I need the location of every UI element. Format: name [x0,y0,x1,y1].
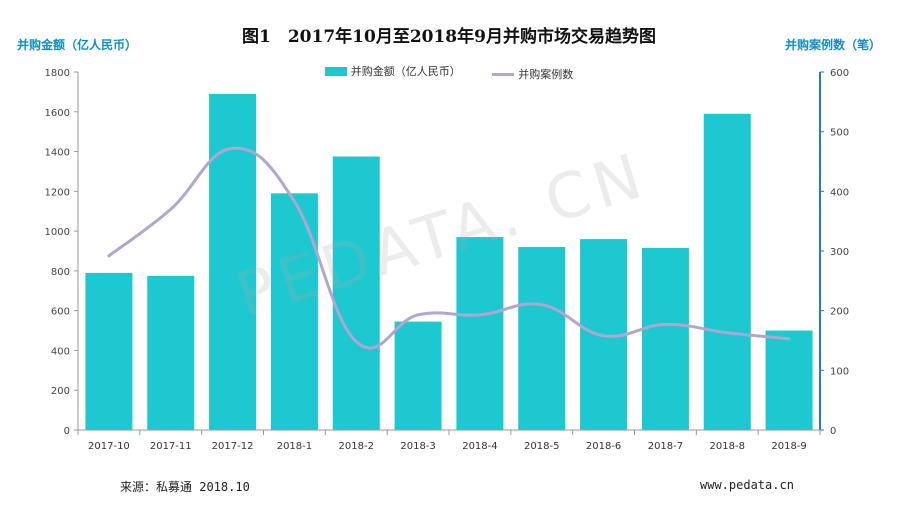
bar-2018-2 [332,156,380,430]
x-tick-label-10: 2018-8 [710,441,745,452]
left-axis-title: 并购金额（亿人民币） [17,38,138,52]
legend-item-line: 并购案例数 [492,66,573,82]
left-tick-label-8: 1600 [45,108,70,119]
x-tick-label-6: 2018-4 [462,441,497,452]
right-tick-label-4: 400 [830,187,849,198]
x-tick-label-4: 2018-2 [339,441,374,452]
left-tick-label-9: 1800 [45,68,70,79]
bar-2018-3 [394,321,442,430]
left-tick-label-5: 1000 [45,227,70,238]
right-tick-label-6: 600 [830,68,849,79]
bar-2018-9 [765,330,813,430]
x-tick-label-5: 2018-3 [400,441,435,452]
bar-2017-10 [85,272,133,430]
right-tick-label-5: 500 [830,128,849,139]
left-tick-label-2: 400 [51,346,70,357]
legend-bar-swatch [324,66,347,76]
left-tick-label-0: 0 [64,426,70,437]
legend-item-bar: 并购金额（亿人民币） [324,63,461,79]
legend-line-label: 并购案例数 [518,68,574,81]
chart-title: 图1 2017年10月至2018年9月并购市场交易趋势图 [242,27,656,47]
left-tick-label-7: 1400 [45,148,70,159]
x-tick-label-3: 2018-1 [277,441,312,452]
x-tick-label-7: 2018-5 [524,441,559,452]
source-note: 来源：私募通 2018.10 [120,480,250,494]
left-tick-label-3: 600 [51,307,70,318]
bar-2018-4 [456,237,504,430]
bar-2017-11 [147,275,195,430]
legend: 并购金额（亿人民币） 并购案例数 [0,63,898,82]
right-tick-label-3: 300 [830,247,849,258]
bar-2018-8 [703,113,751,431]
left-tick-label-6: 1200 [45,187,70,198]
x-tick-label-9: 2018-7 [648,441,683,452]
website-note: www.pedata.cn [700,478,794,492]
x-tick-label-1: 2017-11 [150,441,192,452]
x-tick-label-11: 2018-9 [771,441,806,452]
right-tick-label-0: 0 [830,426,836,437]
x-tick-label-2: 2017-12 [212,441,254,452]
x-tick-label-8: 2018-6 [586,441,621,452]
x-tick-label-0: 2017-10 [88,441,130,452]
bar-2018-5 [518,247,566,430]
right-axis-title: 并购案例数（笔） [784,38,881,52]
bar-2018-7 [641,248,689,430]
left-tick-label-1: 200 [51,386,70,397]
left-tick-label-4: 800 [51,267,70,278]
legend-bar-label: 并购金额（亿人民币） [350,65,461,78]
right-tick-label-1: 100 [830,366,849,377]
right-tick-label-2: 200 [830,307,849,318]
legend-line-swatch [492,72,515,76]
